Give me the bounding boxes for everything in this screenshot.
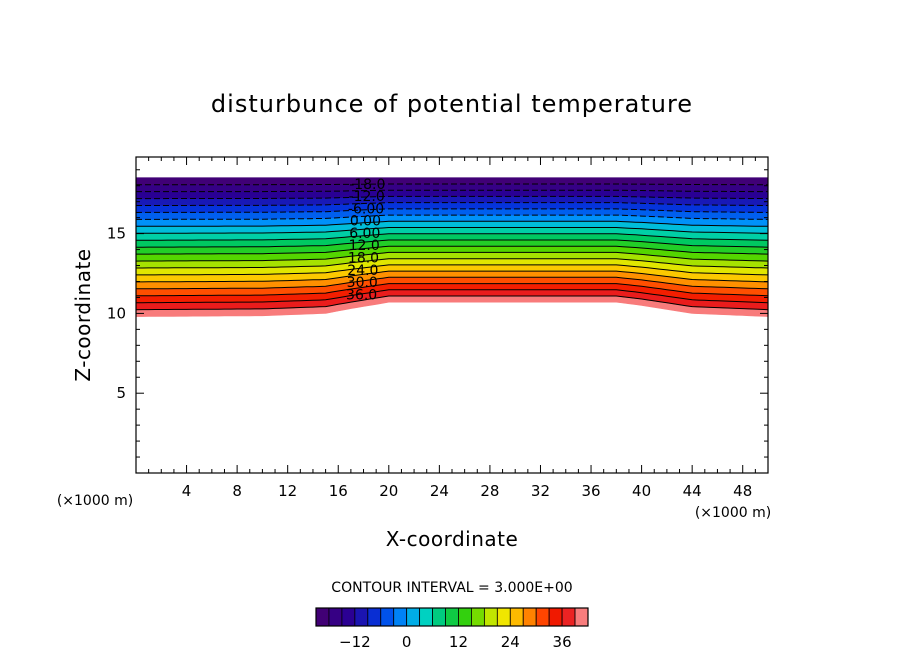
y-axis-label: Z-coordinate	[71, 248, 95, 381]
contour-line	[136, 183, 768, 186]
contour-line	[135, 208, 769, 213]
colorbar-swatch	[367, 607, 382, 627]
colorbar-swatch	[496, 607, 511, 627]
x-tick-label: 24	[430, 482, 449, 500]
contour-line	[136, 227, 769, 234]
colorbar-swatch	[458, 607, 472, 627]
colorbar-swatch	[419, 607, 433, 627]
colorbar: −12 0 12 24 36	[315, 607, 589, 651]
contour-label: -12.0	[349, 189, 385, 205]
x-tick-label: 8	[232, 482, 242, 500]
colorbar-swatch	[561, 607, 576, 627]
colorbar-swatch	[315, 607, 330, 627]
colorbar-tick-label: 12	[449, 633, 468, 651]
x-tick-label: 36	[581, 482, 600, 500]
x-tick-label: 44	[683, 482, 702, 500]
colorbar-swatch	[574, 607, 589, 627]
contour-label: 24.0	[347, 263, 378, 279]
colorbar-swatch	[509, 607, 524, 627]
colorbar-tick-label: −12	[339, 633, 371, 651]
contour-line	[136, 245, 769, 255]
contour-line	[136, 233, 769, 241]
x-tick-label: 12	[278, 482, 297, 500]
y-tick-label: 15	[107, 225, 126, 243]
colorbar-swatch	[393, 607, 408, 627]
contour-label: -6.00	[348, 201, 384, 217]
contour-label: -18.0	[349, 177, 385, 193]
colorbar-swatch	[341, 607, 356, 627]
colorbar-swatch	[548, 607, 563, 627]
contour-line	[136, 189, 768, 193]
contour-label: 0.00	[350, 214, 381, 230]
contour-line	[136, 220, 768, 227]
contour-lines	[135, 183, 769, 311]
colorbar-swatch	[432, 607, 446, 627]
contour-line	[136, 270, 769, 283]
contour-label: 36.0	[346, 288, 377, 304]
colorbar-swatch	[380, 607, 395, 627]
contour-line	[135, 283, 769, 297]
contour-interval-text: CONTOUR INTERVAL = 3.000E+00	[331, 580, 572, 596]
contour-line	[135, 295, 769, 311]
contour-label: 12.0	[349, 238, 380, 254]
colorbar-swatch	[354, 607, 369, 627]
x-tick-label: 40	[632, 482, 651, 500]
x-tick-label: 28	[480, 482, 499, 500]
colorbar-tick-label: 36	[553, 633, 572, 651]
contour-label: 30.0	[347, 275, 378, 291]
colorbar-swatch	[328, 607, 343, 627]
x-unit-label-left: (×1000 m)	[57, 493, 133, 509]
colorbar-swatch	[522, 607, 537, 627]
contour-line	[136, 214, 769, 220]
x-tick-label: 48	[733, 482, 752, 500]
x-axis-label: X-coordinate	[386, 527, 519, 551]
colorbar-tick-label: 24	[501, 633, 520, 651]
colorbar-tick-label: 0	[402, 633, 412, 651]
chart-title: disturbunce of potential temperature	[211, 90, 693, 118]
y-tick-label: 5	[116, 384, 126, 402]
contour-labels: -18.0-12.0-6.000.006.0012.018.024.030.03…	[346, 177, 385, 304]
contour-line	[136, 258, 769, 269]
colorbar-swatch	[471, 607, 485, 627]
colorbar-swatch	[445, 607, 459, 627]
contour-line	[136, 202, 768, 206]
x-tick-label: 20	[379, 482, 398, 500]
contour-line	[136, 195, 769, 200]
x-tick-label: 4	[182, 482, 192, 500]
y-tick-label: 10	[107, 304, 126, 322]
contour-line	[136, 264, 769, 276]
colorbar-frame	[315, 607, 589, 627]
x-tick-label: 32	[531, 482, 550, 500]
colorbar-swatch	[535, 607, 550, 627]
contour-line	[136, 276, 769, 290]
contour-label: 18.0	[348, 250, 379, 266]
colorbar-swatch	[406, 607, 421, 627]
contour-label: 6.00	[349, 226, 380, 242]
contour-line	[136, 239, 769, 248]
contour-line	[135, 251, 769, 262]
x-unit-label-right: (×1000 m)	[695, 505, 771, 521]
x-tick-label: 16	[329, 482, 348, 500]
colorbar-swatch	[483, 607, 498, 627]
contour-line	[136, 289, 769, 304]
